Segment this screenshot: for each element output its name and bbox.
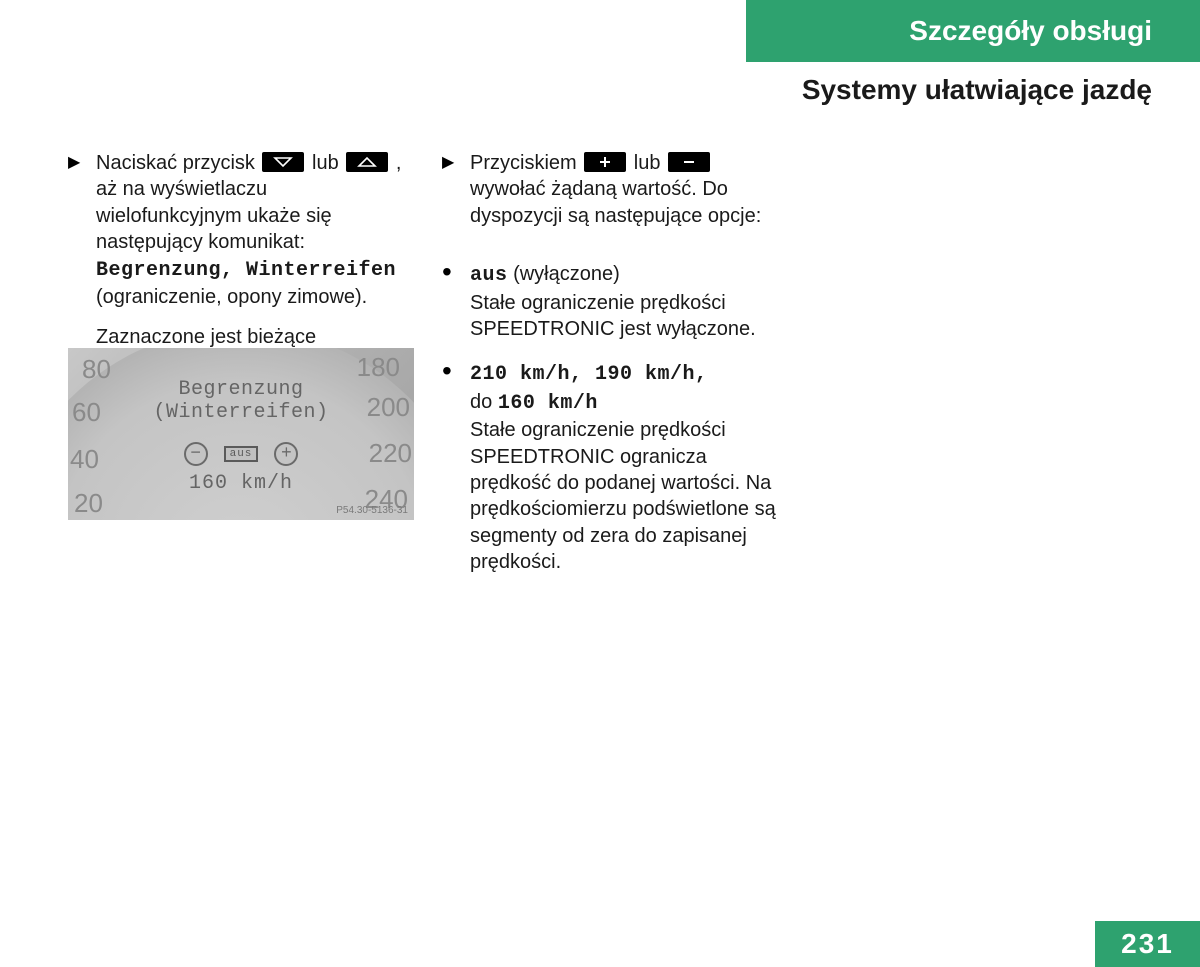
tick-20: 20 xyxy=(74,488,103,519)
left-column: Naciskać przycisk lub , aż na wyświetlac… xyxy=(68,150,418,377)
rstep-text-c: wywołać żądaną wartość. Do dyspozycji są… xyxy=(470,178,761,226)
minus-circle-icon: − xyxy=(184,442,208,466)
option-speed-code2: 160 km/h xyxy=(498,392,598,415)
option-speed-values: 210 km/h, 190 km/h, do 160 km/h Stałe og… xyxy=(442,360,792,575)
up-triangle-button-icon xyxy=(346,152,388,172)
subheader: Systemy ułatwiające jazdę xyxy=(802,74,1152,106)
tick-80: 80 xyxy=(82,354,111,385)
tick-60: 60 xyxy=(72,397,101,428)
aus-indicator: aus xyxy=(224,446,259,462)
right-column: Przyciskiem lub wywołać żądaną wartość. … xyxy=(442,150,792,593)
option-aus: aus (wyłączone) Stałe ograniczenie prędk… xyxy=(442,261,792,342)
step-press-button: Naciskać przycisk lub , aż na wyświetlac… xyxy=(68,150,418,310)
rstep-text-b: lub xyxy=(634,152,666,174)
option-speed-desc: Stałe ograniczenie prędkości SPEEDTRONIC… xyxy=(470,417,792,575)
plus-button-icon xyxy=(584,152,626,172)
tick-200: 200 xyxy=(367,392,410,423)
display-center: Begrenzung (Winterreifen) − aus + 160 km… xyxy=(131,378,351,495)
option-aus-text: (wyłączone) xyxy=(508,263,620,285)
display-speed: 160 km/h xyxy=(131,472,351,495)
step1-text-b: lub xyxy=(312,152,344,174)
rstep-text-a: Przyciskiem xyxy=(470,152,582,174)
step1-message-code: Begrenzung, Winterreifen xyxy=(96,259,396,282)
option-aus-desc: Stałe ograniczenie prędkości SPEEDTRONIC… xyxy=(470,290,792,343)
image-reference-code: P54.30-5136-31 xyxy=(336,505,408,516)
display-line1: Begrenzung xyxy=(131,378,351,401)
tick-220: 220 xyxy=(369,438,412,469)
display-controls: − aus + xyxy=(131,442,351,466)
step1-text-a: Naciskać przycisk xyxy=(96,152,260,174)
minus-button-icon xyxy=(668,152,710,172)
header-tab-title: Szczegóły obsługi xyxy=(909,15,1152,47)
page-number-badge: 231 xyxy=(1095,921,1200,967)
plus-circle-icon: + xyxy=(274,442,298,466)
option-speed-pre: do xyxy=(470,391,498,413)
option-aus-code: aus xyxy=(470,264,508,287)
step-press-plus-minus: Przyciskiem lub wywołać żądaną wartość. … xyxy=(442,150,792,229)
step1-paren: (ograniczenie, opony zimowe). xyxy=(96,286,367,308)
down-triangle-button-icon xyxy=(262,152,304,172)
tick-180: 180 xyxy=(357,352,400,383)
option-speed-code1: 210 km/h, 190 km/h, xyxy=(470,363,708,386)
display-line2: (Winterreifen) xyxy=(131,401,351,424)
tick-40: 40 xyxy=(70,444,99,475)
page-number: 231 xyxy=(1121,928,1174,960)
instrument-display-illustration: 80 60 40 20 180 200 220 240 Begrenzung (… xyxy=(68,348,414,520)
header-tab: Szczegóły obsługi xyxy=(746,0,1200,62)
